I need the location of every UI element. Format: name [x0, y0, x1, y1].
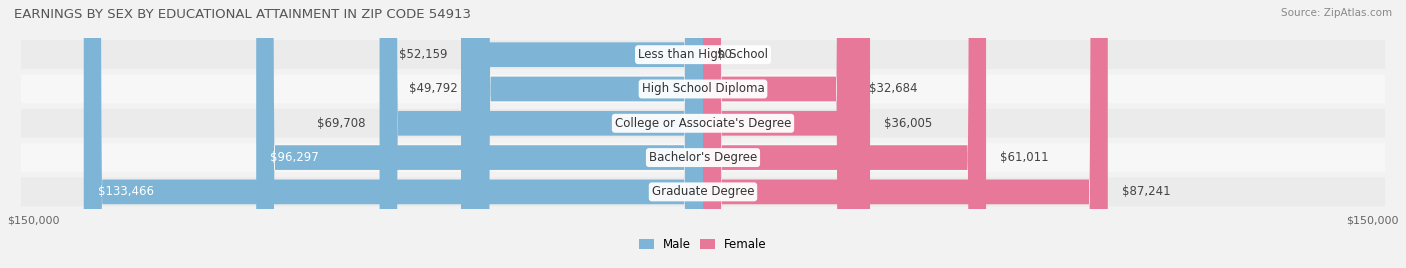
- FancyBboxPatch shape: [21, 40, 1385, 69]
- FancyBboxPatch shape: [461, 0, 703, 268]
- FancyBboxPatch shape: [21, 75, 1385, 103]
- FancyBboxPatch shape: [703, 0, 855, 268]
- Text: High School Diploma: High School Diploma: [641, 83, 765, 95]
- Text: $96,297: $96,297: [270, 151, 319, 164]
- Text: $49,792: $49,792: [409, 83, 458, 95]
- FancyBboxPatch shape: [472, 0, 703, 268]
- FancyBboxPatch shape: [256, 0, 703, 268]
- Text: Bachelor's Degree: Bachelor's Degree: [650, 151, 756, 164]
- Text: $0: $0: [717, 48, 731, 61]
- FancyBboxPatch shape: [380, 0, 703, 268]
- FancyBboxPatch shape: [703, 0, 1108, 268]
- Legend: Male, Female: Male, Female: [640, 238, 766, 251]
- Text: $61,011: $61,011: [1000, 151, 1049, 164]
- Text: $36,005: $36,005: [884, 117, 932, 130]
- FancyBboxPatch shape: [21, 109, 1385, 138]
- Text: $133,466: $133,466: [97, 185, 153, 198]
- Text: $87,241: $87,241: [1122, 185, 1170, 198]
- Text: $32,684: $32,684: [869, 83, 917, 95]
- Text: $52,159: $52,159: [398, 48, 447, 61]
- FancyBboxPatch shape: [21, 143, 1385, 172]
- Text: $69,708: $69,708: [318, 117, 366, 130]
- Text: $150,000: $150,000: [1347, 215, 1399, 225]
- FancyBboxPatch shape: [21, 177, 1385, 206]
- Text: $150,000: $150,000: [7, 215, 59, 225]
- Text: College or Associate's Degree: College or Associate's Degree: [614, 117, 792, 130]
- Text: EARNINGS BY SEX BY EDUCATIONAL ATTAINMENT IN ZIP CODE 54913: EARNINGS BY SEX BY EDUCATIONAL ATTAINMEN…: [14, 8, 471, 21]
- Text: Source: ZipAtlas.com: Source: ZipAtlas.com: [1281, 8, 1392, 18]
- FancyBboxPatch shape: [703, 0, 986, 268]
- Text: Less than High School: Less than High School: [638, 48, 768, 61]
- Text: Graduate Degree: Graduate Degree: [652, 185, 754, 198]
- FancyBboxPatch shape: [84, 0, 703, 268]
- FancyBboxPatch shape: [703, 0, 870, 268]
